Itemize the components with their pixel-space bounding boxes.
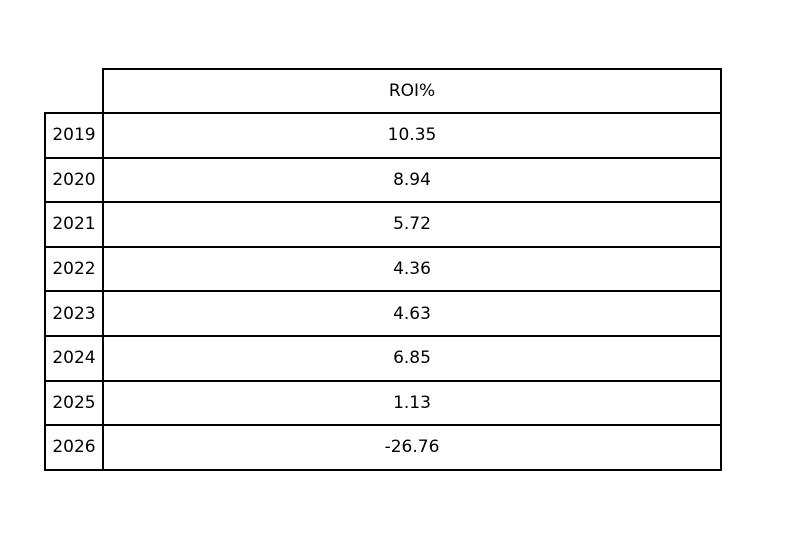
corner-cell — [45, 69, 103, 113]
table-row-2024: 2024 6.85 — [44, 334, 722, 382]
roi-value: 6.85 — [102, 334, 722, 382]
column-header-roi: ROI% — [102, 68, 722, 114]
roi-value: 1.13 — [102, 379, 722, 427]
roi-value: 10.35 — [102, 112, 722, 159]
row-header-year: 2022 — [44, 245, 104, 293]
roi-value: 4.63 — [102, 290, 722, 337]
table-row-2022: 2022 4.36 — [44, 245, 722, 293]
roi-value: 4.36 — [102, 245, 722, 293]
roi-value: 5.72 — [102, 201, 722, 248]
row-header-year: 2019 — [44, 112, 104, 159]
row-header-year: 2023 — [44, 290, 104, 337]
row-header-year: 2024 — [44, 334, 104, 382]
row-header-year: 2026 — [44, 424, 104, 471]
roi-value: -26.76 — [102, 424, 722, 471]
table-row-2023: 2023 4.63 — [44, 290, 722, 337]
table-row-2025: 2025 1.13 — [44, 379, 722, 427]
table-header-row: ROI% — [45, 68, 722, 114]
row-header-year: 2025 — [44, 379, 104, 427]
row-header-year: 2021 — [44, 201, 104, 248]
table-row-2021: 2021 5.72 — [44, 201, 722, 248]
row-header-year: 2020 — [44, 156, 104, 204]
table-row-2019: 2019 10.35 — [44, 112, 722, 159]
table-row-2026: 2026 -26.76 — [44, 424, 722, 471]
table-row-2020: 2020 8.94 — [44, 156, 722, 204]
roi-table: ROI% 2019 10.35 2020 8.94 2021 5.72 2022… — [44, 68, 722, 471]
roi-value: 8.94 — [102, 156, 722, 204]
